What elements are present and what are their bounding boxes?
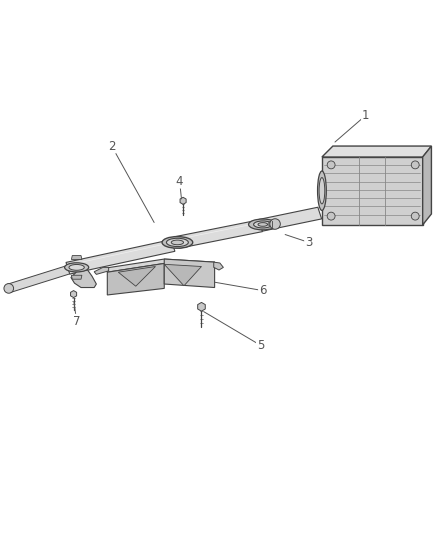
Polygon shape bbox=[180, 197, 186, 204]
Text: 4: 4 bbox=[176, 175, 184, 188]
Polygon shape bbox=[164, 264, 201, 286]
Ellipse shape bbox=[319, 177, 325, 204]
Polygon shape bbox=[71, 290, 77, 297]
Ellipse shape bbox=[318, 171, 326, 211]
Ellipse shape bbox=[171, 240, 184, 245]
Circle shape bbox=[270, 219, 280, 229]
Circle shape bbox=[411, 161, 419, 169]
Text: 3: 3 bbox=[305, 236, 312, 249]
Polygon shape bbox=[71, 270, 96, 287]
Polygon shape bbox=[118, 266, 155, 286]
Polygon shape bbox=[214, 262, 223, 270]
Text: 7: 7 bbox=[73, 315, 81, 328]
Polygon shape bbox=[198, 302, 205, 311]
Ellipse shape bbox=[4, 284, 14, 293]
Ellipse shape bbox=[254, 221, 272, 228]
Circle shape bbox=[327, 161, 335, 169]
Ellipse shape bbox=[69, 264, 84, 270]
Polygon shape bbox=[94, 268, 109, 274]
Text: 5: 5 bbox=[257, 339, 264, 352]
Ellipse shape bbox=[162, 237, 193, 248]
Polygon shape bbox=[269, 221, 274, 227]
Polygon shape bbox=[164, 259, 215, 287]
Text: 6: 6 bbox=[259, 284, 267, 297]
Text: 2: 2 bbox=[108, 140, 116, 152]
Ellipse shape bbox=[258, 223, 268, 227]
Circle shape bbox=[327, 212, 335, 220]
Polygon shape bbox=[423, 146, 431, 225]
Polygon shape bbox=[71, 275, 82, 279]
Polygon shape bbox=[7, 264, 76, 293]
Text: 1: 1 bbox=[362, 109, 370, 122]
Polygon shape bbox=[107, 263, 164, 295]
Polygon shape bbox=[71, 255, 82, 260]
Polygon shape bbox=[176, 220, 262, 248]
Polygon shape bbox=[322, 157, 423, 225]
Polygon shape bbox=[107, 259, 215, 272]
Circle shape bbox=[411, 212, 419, 220]
Ellipse shape bbox=[249, 219, 277, 230]
Polygon shape bbox=[66, 240, 175, 274]
Ellipse shape bbox=[166, 238, 188, 247]
Polygon shape bbox=[259, 207, 321, 231]
Polygon shape bbox=[322, 146, 431, 157]
Ellipse shape bbox=[64, 263, 88, 272]
